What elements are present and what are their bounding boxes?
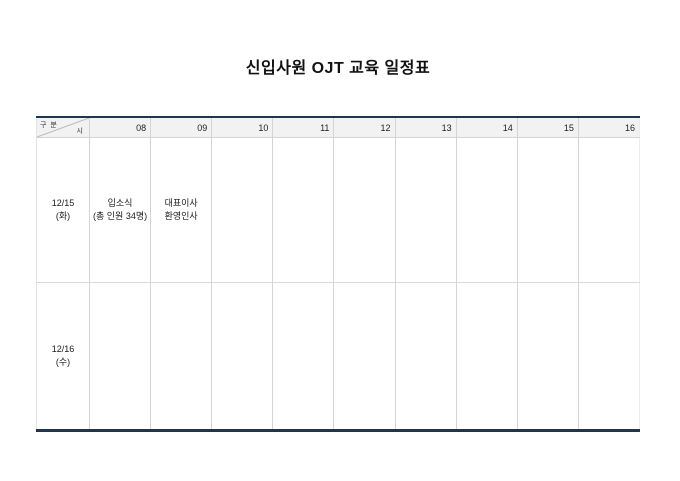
date-cell-12-15: 12/15 (화) (36, 137, 90, 283)
schedule-cell-12-16-11 (272, 282, 334, 431)
schedule-cell-12-16-09 (150, 282, 212, 431)
time-header-12: 12 (333, 117, 396, 138)
schedule-cell-12-16-15 (516, 282, 579, 431)
schedule-cell-12-15-12 (333, 137, 396, 283)
schedule-row-12-15: 12/15 (화) 입소식 (총 인원 34명) 대표이사 환영인사 (36, 137, 640, 283)
diagonal-divider-line (37, 118, 89, 137)
schedule-cell-12-15-13 (394, 137, 457, 283)
time-header-13: 13 (394, 117, 457, 138)
corner-header-cell: 구 분 시 (36, 117, 90, 138)
time-header-09: 09 (150, 117, 212, 138)
time-header-11: 11 (272, 117, 334, 138)
time-header-15: 15 (516, 117, 579, 138)
time-header-14: 14 (455, 117, 518, 138)
corner-label-hour: 시 (76, 128, 83, 135)
schedule-cell-12-15-14 (455, 137, 518, 283)
schedule-cell-12-15-15 (516, 137, 579, 283)
date-cell-12-16: 12/16 (수) (36, 282, 90, 431)
time-header-16: 16 (577, 117, 640, 138)
date-label: 12/16 (51, 344, 75, 354)
schedule-cell-12-15-16 (577, 137, 640, 283)
page-title: 신입사원 OJT 교육 일정표 (245, 60, 431, 77)
time-header-10: 10 (211, 117, 273, 138)
schedule-cell-12-15-09: 대표이사 환영인사 (150, 137, 212, 283)
corner-label-category: 구 분 (40, 122, 58, 129)
schedule-cell-12-16-13 (394, 282, 457, 431)
schedule-cell-12-16-08 (88, 282, 151, 431)
event-detail: 환영인사 (164, 211, 198, 221)
schedule-cell-12-16-16 (577, 282, 640, 431)
schedule-cell-12-15-08: 입소식 (총 인원 34명) (88, 137, 151, 283)
event-title: 입소식 (107, 198, 133, 208)
event-detail: (총 인원 34명) (92, 211, 148, 221)
event-title: 대표이사 (164, 198, 198, 208)
schedule-cell-12-16-10 (211, 282, 273, 431)
schedule-row-12-16: 12/16 (수) (36, 282, 640, 431)
day-label: (수) (55, 357, 71, 367)
day-label: (화) (55, 211, 71, 221)
time-header-08: 08 (88, 117, 151, 138)
table-header-row: 구 분 시 08 09 10 11 12 13 14 15 16 (36, 117, 640, 138)
schedule-cell-12-15-10 (211, 137, 273, 283)
date-label: 12/15 (51, 198, 75, 208)
schedule-cell-12-16-12 (333, 282, 396, 431)
schedule-cell-12-15-11 (272, 137, 334, 283)
ojt-schedule-table: 구 분 시 08 09 10 11 12 13 14 15 16 12/15 (… (36, 116, 640, 432)
schedule-cell-12-16-14 (455, 282, 518, 431)
